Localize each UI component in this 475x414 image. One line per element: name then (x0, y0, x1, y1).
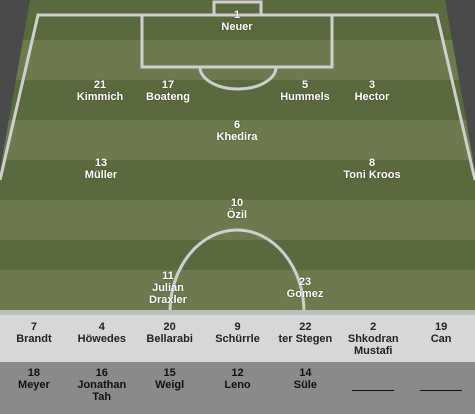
player-st2[interactable]: 23 Gomez (260, 276, 350, 300)
bench-divider (0, 310, 475, 315)
player-number: 10 (230, 197, 244, 209)
substitute-slot[interactable]: 15 Weigl (136, 362, 204, 414)
substitute-number: 19 (434, 321, 448, 333)
substitute-number: 12 (231, 367, 244, 379)
substitute-slot[interactable]: 19 Can (407, 315, 475, 362)
empty-bench-slot[interactable] (407, 362, 475, 414)
substitute-name: Höwedes (77, 333, 126, 345)
player-rm[interactable]: 13 Müller (56, 157, 146, 181)
substitute-slot[interactable]: 7 Brandt (0, 315, 68, 362)
bench-row-2: 18 Meyer 16 Jonathan Tah 15 Weigl 12 Leno 14 Süle (0, 362, 475, 414)
player-number: 23 (298, 276, 312, 288)
pitch-stripe (0, 80, 475, 120)
player-name: Hummels (280, 91, 330, 103)
substitute-number: 4 (98, 321, 105, 333)
substitute-slot[interactable]: 2 Shkodran Mustafi (339, 315, 407, 362)
player-am[interactable]: 10 Özil (192, 197, 282, 221)
substitute-name: Can (430, 333, 452, 345)
empty-bench-slot[interactable] (339, 362, 407, 414)
substitute-name: Weigl (155, 379, 185, 391)
substitute-slot[interactable]: 14 Süle (271, 362, 339, 414)
player-name: Boateng (146, 91, 190, 103)
substitute-number: 20 (163, 321, 176, 333)
bench-row-1: 7 Brandt 4 Höwedes 20 Bellarabi 9 Schürrle 22 ter… (0, 315, 475, 362)
substitute-number: 22 (299, 321, 312, 333)
player-number: 17 (161, 79, 175, 91)
substitute-slot[interactable]: 18 Meyer (0, 362, 68, 414)
player-name: Neuer (221, 21, 253, 33)
pitch-stripe (0, 240, 475, 270)
player-number: 3 (368, 79, 376, 91)
substitute-slot[interactable]: 20 Bellarabi (136, 315, 204, 362)
pitch-corner-right (445, 0, 475, 170)
player-name: Khedira (216, 131, 258, 143)
player-name: Kimmich (76, 91, 124, 103)
player-number: 5 (301, 79, 309, 91)
bench: 7 Brandt 4 Höwedes 20 Bellarabi 9 Schürrle 22 ter… (0, 310, 475, 414)
substitute-name: ter Stegen (278, 333, 333, 345)
substitute-name: Schürrle (215, 333, 260, 345)
substitute-name: Leno (224, 379, 251, 391)
player-name: Toni Kroos (343, 169, 401, 181)
substitute-slot[interactable]: 4 Höwedes (68, 315, 136, 362)
substitute-number: 15 (163, 367, 176, 379)
player-name: Julian Draxler (149, 282, 187, 306)
player-name: Hector (354, 91, 390, 103)
player-number: 13 (94, 157, 108, 169)
penalty-arc (198, 66, 278, 91)
player-name: Özil (226, 209, 248, 221)
pitch: 1 Neuer 21 Kimmich 17 Boateng 5 Hummels 3 Hector 6… (0, 0, 475, 310)
substitute-name: Meyer (18, 379, 50, 391)
substitute-name: Shkodran Mustafi (347, 333, 399, 357)
pitch-stripe (0, 270, 475, 310)
player-lb[interactable]: 3 Hector (327, 79, 417, 103)
substitute-name: Süle (293, 379, 317, 391)
goal (212, 0, 263, 17)
pitch-stripe (0, 120, 475, 160)
pitch-markings (0, 0, 475, 310)
substitute-number: 9 (234, 321, 241, 333)
substitute-number: 16 (95, 367, 108, 379)
player-number: 21 (93, 79, 107, 91)
player-gk[interactable]: 1 Neuer (192, 9, 282, 33)
player-number: 6 (233, 119, 241, 131)
pitch-stripe (0, 40, 475, 80)
player-rb[interactable]: 21 Kimmich (55, 79, 145, 103)
player-number: 8 (368, 157, 376, 169)
player-lcb[interactable]: 5 Hummels (260, 79, 350, 103)
substitute-name: Jonathan Tah (77, 379, 127, 403)
substitute-slot[interactable]: 9 Schürrle (204, 315, 272, 362)
substitute-number: 14 (299, 367, 312, 379)
pitch-stripe (0, 200, 475, 240)
pitch-stripe (0, 0, 475, 40)
player-number: 11 (162, 270, 174, 282)
pitch-corner-left (0, 0, 30, 170)
substitute-slot[interactable]: 22 ter Stegen (271, 315, 339, 362)
player-name: Müller (84, 169, 118, 181)
player-rcb[interactable]: 17 Boateng (123, 79, 213, 103)
player-number: 1 (233, 9, 241, 21)
substitute-number: 2 (370, 321, 377, 333)
center-circle (168, 228, 306, 310)
substitute-name: Bellarabi (146, 333, 193, 345)
substitute-number: 7 (30, 321, 37, 333)
substitute-slot[interactable]: 16 Jonathan Tah (68, 362, 136, 414)
player-dm[interactable]: 6 Khedira (192, 119, 282, 143)
substitute-number: 18 (27, 367, 41, 379)
pitch-stripe (0, 160, 475, 200)
player-name: Gomez (286, 288, 324, 300)
player-lm[interactable]: 8 Toni Kroos (327, 157, 417, 181)
player-st1[interactable]: 11 Julian Draxler (123, 270, 213, 306)
substitute-name: Brandt (16, 333, 52, 345)
substitute-slot[interactable]: 12 Leno (204, 362, 272, 414)
